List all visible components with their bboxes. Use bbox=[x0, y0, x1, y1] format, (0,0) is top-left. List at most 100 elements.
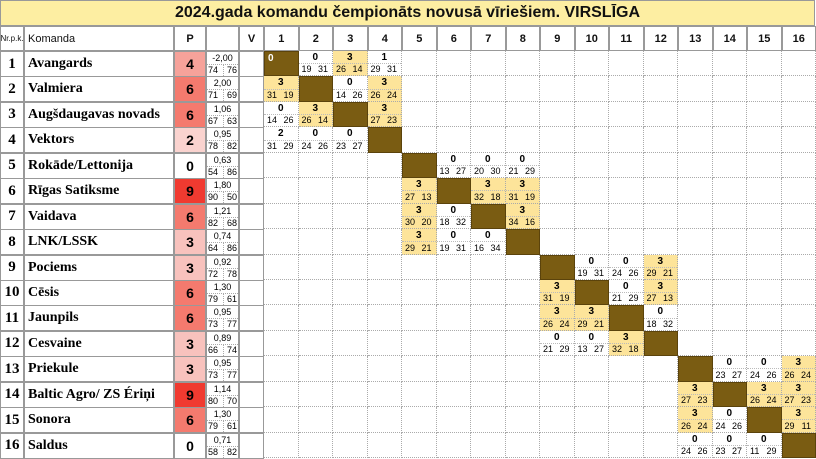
team-name: Sonora bbox=[24, 407, 174, 433]
result-cell bbox=[782, 153, 816, 178]
result-cell bbox=[264, 255, 299, 280]
row-number: 7 bbox=[0, 204, 24, 230]
match-score: 29 bbox=[405, 243, 415, 253]
match-score: 21 bbox=[594, 319, 604, 329]
result-cell bbox=[368, 280, 403, 305]
result-cell bbox=[506, 255, 541, 280]
team-name: Saldus bbox=[24, 433, 174, 459]
result-cell bbox=[609, 204, 644, 229]
match-score: 24 bbox=[750, 370, 760, 380]
header-v: V bbox=[239, 26, 264, 51]
result-cell bbox=[506, 280, 541, 305]
header-col-8: 8 bbox=[506, 26, 541, 51]
team-points: 6 bbox=[174, 76, 206, 102]
wins-cell bbox=[239, 331, 264, 357]
ratio-dr: 70 bbox=[227, 396, 237, 406]
result-cell bbox=[402, 280, 437, 305]
ratio-dr: 86 bbox=[227, 243, 237, 253]
result-cell bbox=[299, 280, 334, 305]
result-cell bbox=[678, 102, 713, 127]
result-cell bbox=[609, 127, 644, 152]
ratio-diff: 1,30 bbox=[207, 409, 238, 419]
self-cell bbox=[609, 305, 644, 330]
result-cell bbox=[368, 382, 403, 407]
result-cell bbox=[747, 153, 782, 178]
result-cell bbox=[264, 407, 299, 432]
match-score: 18 bbox=[440, 217, 450, 227]
result-cell bbox=[437, 382, 472, 407]
match-score: 32 bbox=[456, 217, 466, 227]
wins-cell bbox=[239, 280, 264, 306]
match-points: 0 bbox=[299, 128, 333, 139]
match-points: 3 bbox=[402, 230, 436, 241]
result-cell bbox=[437, 433, 472, 458]
result-cell bbox=[402, 127, 437, 152]
match-score: 14 bbox=[318, 115, 328, 125]
match-score: 26 bbox=[302, 115, 312, 125]
header-team: Komanda bbox=[24, 26, 174, 51]
match-score: 18 bbox=[647, 319, 657, 329]
match-score: 24 bbox=[559, 319, 569, 329]
result-cell bbox=[506, 407, 541, 432]
match-score: 13 bbox=[663, 293, 673, 303]
match-score: 21 bbox=[509, 166, 519, 176]
result-cell bbox=[782, 76, 816, 101]
match-score: 31 bbox=[267, 90, 277, 100]
result-cell bbox=[644, 153, 679, 178]
wins-cell bbox=[239, 127, 264, 153]
match-score: 26 bbox=[697, 446, 707, 456]
ratio-dr: 77 bbox=[227, 319, 237, 329]
ratio-diff: 0,63 bbox=[207, 155, 238, 165]
result-cell bbox=[299, 331, 334, 356]
wins-cell bbox=[239, 204, 264, 230]
match-score: 30 bbox=[490, 166, 500, 176]
ratio-dl: 74 bbox=[208, 65, 218, 75]
result-cell bbox=[644, 127, 679, 152]
result-cell bbox=[540, 382, 575, 407]
result-cell bbox=[471, 305, 506, 330]
match-points: 0 bbox=[471, 230, 505, 241]
match-points: 0 bbox=[471, 154, 505, 165]
header-col-12: 12 bbox=[644, 26, 679, 51]
ratio-dl: 79 bbox=[208, 421, 218, 431]
match-points: 0 bbox=[747, 434, 781, 445]
result-cell bbox=[437, 356, 472, 381]
ratio-dr: 63 bbox=[227, 116, 237, 126]
match-score: 24 bbox=[681, 446, 691, 456]
match-score: 29 bbox=[766, 446, 776, 456]
result-cell bbox=[333, 255, 368, 280]
match-score: 21 bbox=[543, 344, 553, 354]
result-cell bbox=[368, 356, 403, 381]
result-cell bbox=[713, 51, 748, 76]
result-cell bbox=[402, 407, 437, 432]
ratio-diff: 1,14 bbox=[207, 384, 238, 394]
match-score: 13 bbox=[578, 344, 588, 354]
match-points: 3 bbox=[402, 179, 436, 190]
match-points: 3 bbox=[782, 383, 816, 394]
row-number: 9 bbox=[0, 255, 24, 281]
result-cell bbox=[678, 153, 713, 178]
result-cell bbox=[644, 204, 679, 229]
match-score: 34 bbox=[490, 243, 500, 253]
result-cell bbox=[575, 229, 610, 254]
match-points: 3 bbox=[368, 103, 402, 114]
match-score: 26 bbox=[352, 90, 362, 100]
team-points: 3 bbox=[174, 356, 206, 382]
match-points: 3 bbox=[609, 332, 643, 343]
self-cell bbox=[402, 153, 437, 178]
match-score: 26 bbox=[628, 268, 638, 278]
wins-cell bbox=[239, 382, 264, 408]
result-cell bbox=[506, 305, 541, 330]
